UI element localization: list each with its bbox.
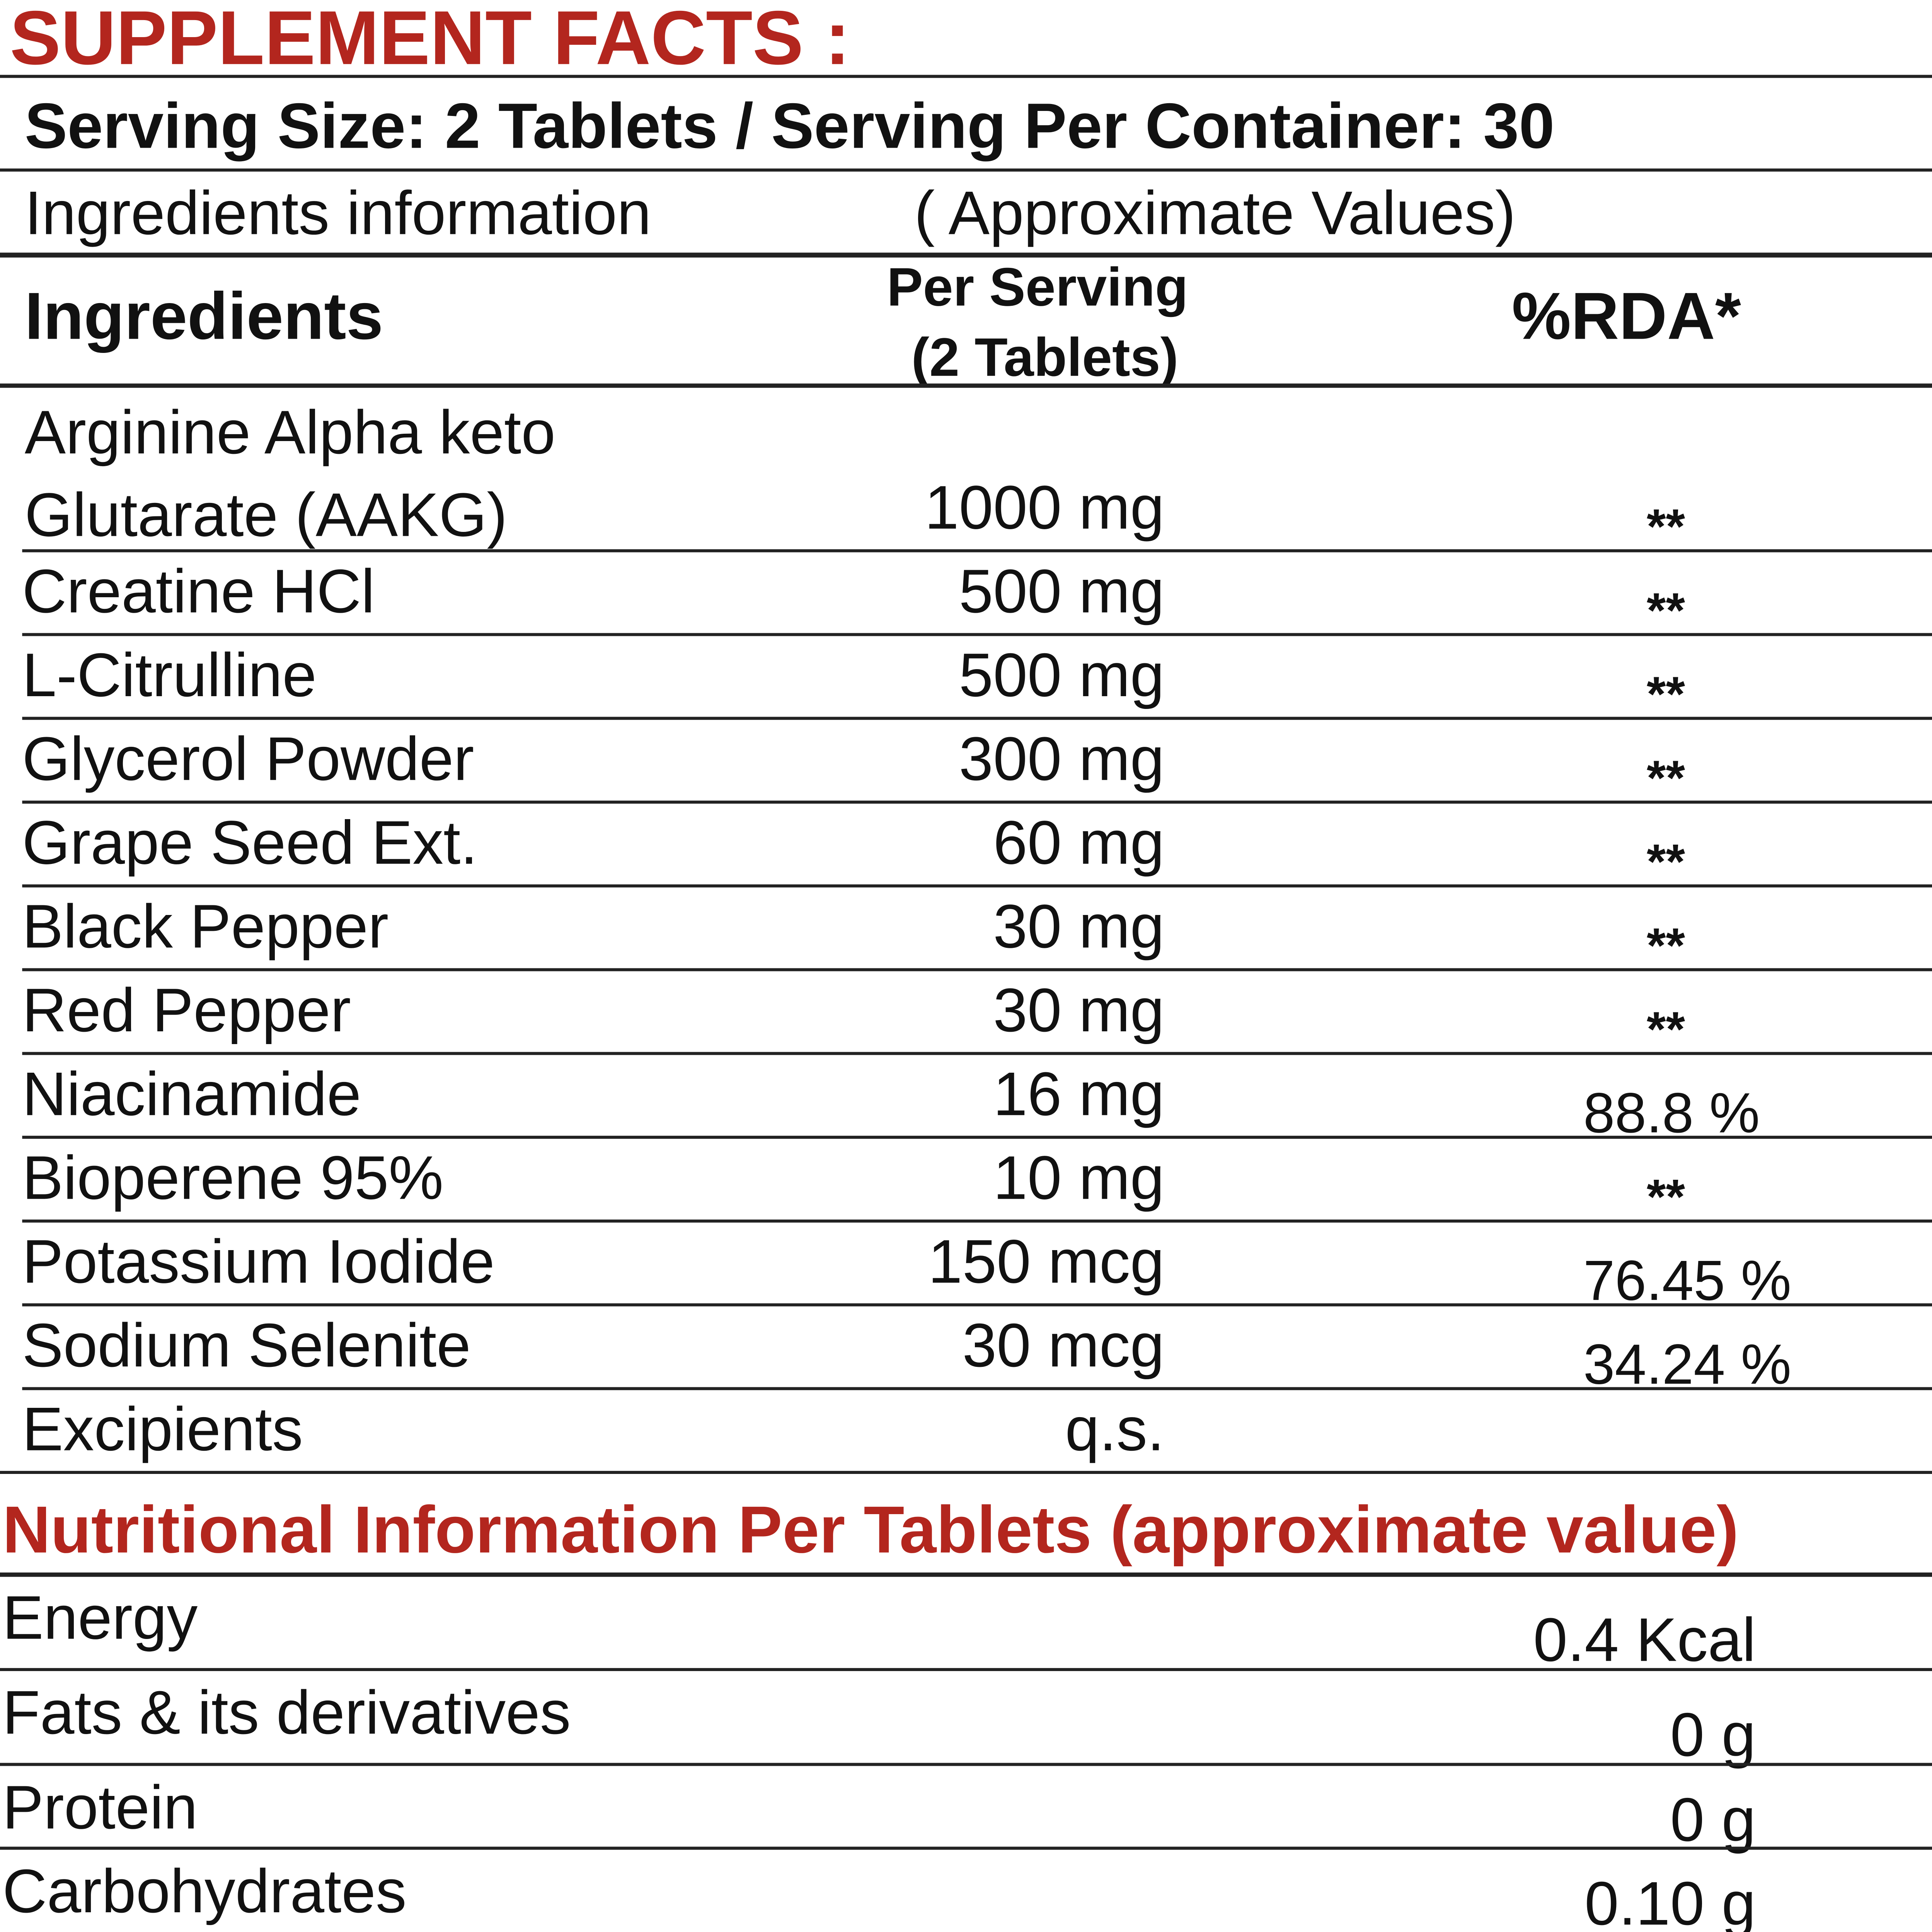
ingredient-name: Bioperene 95% xyxy=(22,1143,443,1212)
header-ingredients: Ingredients xyxy=(25,279,383,353)
ingredient-name: Glycerol Powder xyxy=(22,724,474,793)
ingredient-rda: ** xyxy=(1647,1002,1685,1057)
serving-info: Serving Size: 2 Tablets / Serving Per Co… xyxy=(25,90,1555,162)
ingredient-name: Niacinamide xyxy=(22,1060,361,1128)
nutrition-name: Carbohydrates xyxy=(2,1857,406,1925)
header-per-serving: (2 Tablets) xyxy=(911,327,1179,387)
ingredient-amount: 30 mg xyxy=(993,976,1164,1044)
ingredient-amount: 30 mcg xyxy=(963,1311,1165,1380)
ingredient-rda: 88.8 % xyxy=(1583,1081,1760,1145)
ingredient-rda: ** xyxy=(1647,835,1685,889)
nutrition-title: Nutritional Information Per Tablets (app… xyxy=(2,1492,1738,1567)
ingredient-amount: 10 mg xyxy=(993,1143,1164,1212)
ingredient-amount: 16 mg xyxy=(993,1060,1164,1128)
ingredient-rda: ** xyxy=(1647,1170,1685,1225)
ingredient-rda: ** xyxy=(1647,667,1685,722)
info-right: ( Approximate Values) xyxy=(914,179,1516,247)
header-per-serving: Per Serving xyxy=(887,257,1188,317)
ingredient-amount: 150 mcg xyxy=(928,1227,1164,1296)
ingredient-amount: 300 mg xyxy=(959,724,1165,793)
ingredient-amount: 60 mg xyxy=(993,808,1164,877)
info-left: Ingredients information xyxy=(25,179,651,247)
ingredient-name: Sodium Selenite xyxy=(22,1311,471,1380)
ingredient-rda: ** xyxy=(1647,918,1685,973)
nutrition-value: 0 g xyxy=(1670,1785,1756,1854)
ingredient-amount: 1000 mg xyxy=(925,473,1164,542)
ingredient-rda: 34.24 % xyxy=(1583,1333,1791,1396)
ingredient-rda: ** xyxy=(1647,583,1685,638)
ingredient-name: Grape Seed Ext. xyxy=(22,808,477,877)
ingredient-name: Creatine HCl xyxy=(22,557,375,625)
ingredient-amount: 30 mg xyxy=(993,892,1164,961)
nutrition-value: 0.4 Kcal xyxy=(1533,1605,1756,1674)
ingredient-name: Arginine Alpha keto xyxy=(25,398,555,467)
ingredient-name: L-Citrulline xyxy=(22,641,317,709)
nutrition-name: Protein xyxy=(2,1773,198,1842)
title: SUPPLEMENT FACTS : xyxy=(10,0,850,80)
ingredient-name: Glutarate (AAKG) xyxy=(25,480,508,549)
nutrition-value: 0 g xyxy=(1670,1700,1756,1769)
header-rda: %RDA* xyxy=(1512,279,1741,353)
nutrition-value: 0.10 g xyxy=(1584,1869,1756,1932)
ingredient-rda: ** xyxy=(1647,751,1685,806)
nutrition-name: Energy xyxy=(2,1583,198,1652)
ingredient-amount: 500 mg xyxy=(959,557,1165,625)
ingredient-rda: 76.45 % xyxy=(1583,1249,1791,1312)
ingredient-name: Potassium Iodide xyxy=(22,1227,494,1296)
ingredient-amount: q.s. xyxy=(1065,1395,1164,1463)
ingredient-name: Excipients xyxy=(22,1395,303,1463)
ingredient-amount: 500 mg xyxy=(959,641,1165,709)
ingredient-name: Black Pepper xyxy=(22,892,388,961)
nutrition-name: Fats & its derivatives xyxy=(2,1678,571,1747)
ingredient-name: Red Pepper xyxy=(22,976,351,1044)
ingredient-rda: ** xyxy=(1647,499,1685,554)
